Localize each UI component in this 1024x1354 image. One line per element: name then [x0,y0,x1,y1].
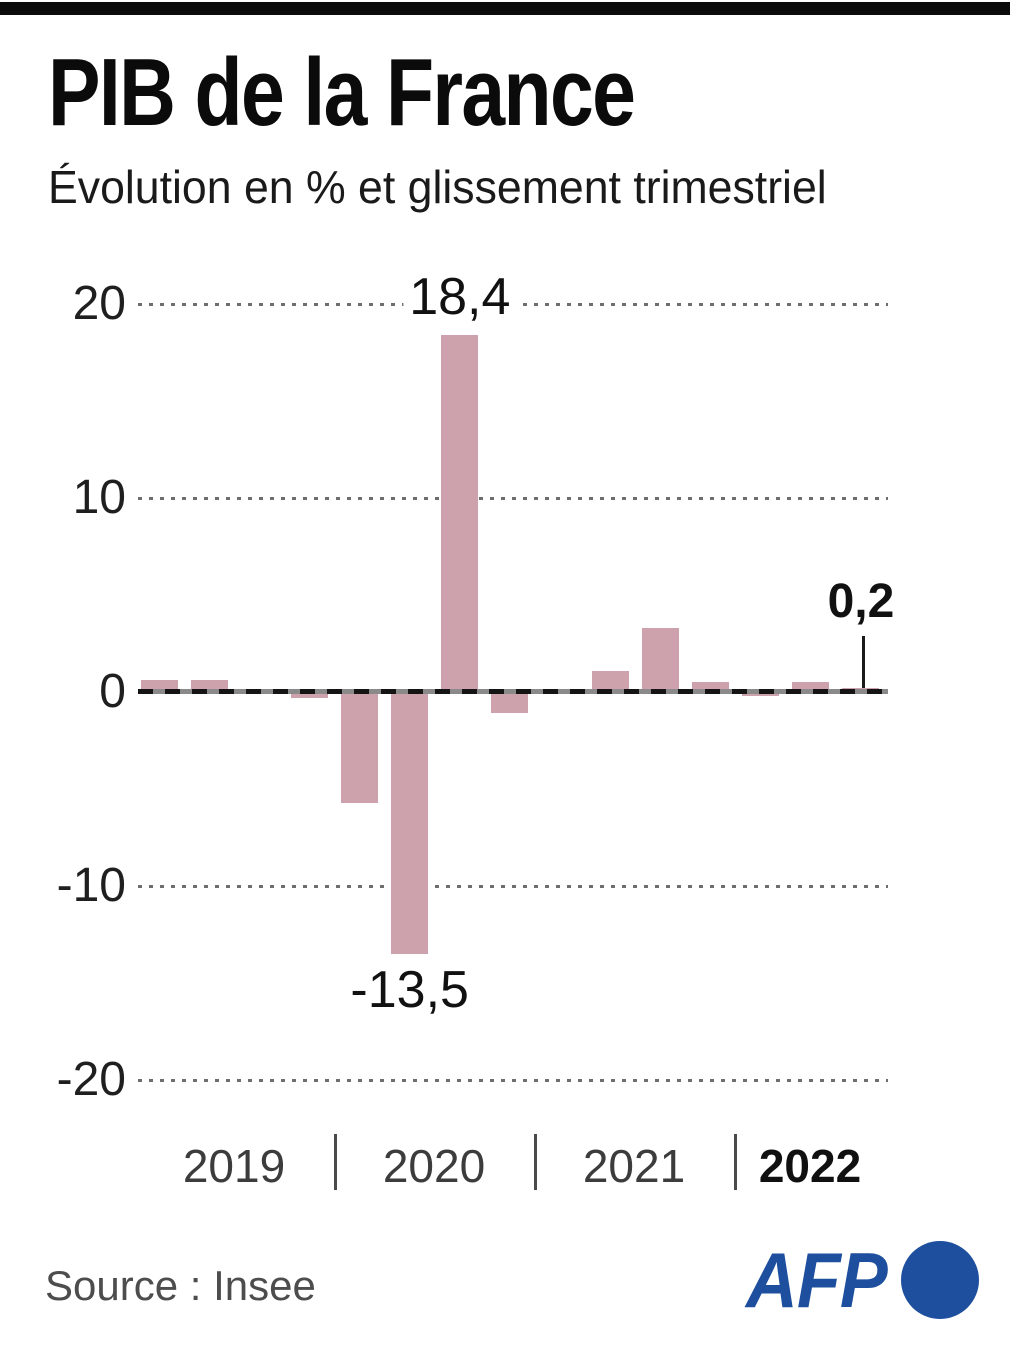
source-text: Source : Insee [45,1262,316,1309]
y-tick-label--10: -10 [56,859,126,912]
gridline--10 [138,885,888,888]
zero-axis-line [138,689,888,694]
y-tick-label--20: -20 [56,1053,126,1106]
x-year-label-2019: 2019 [182,1140,286,1192]
annotation-18,4: 18,4 [403,269,517,325]
bar-T2-2021 [592,670,629,692]
annotation-0,2: 0,2 [821,574,901,630]
top-rule [0,2,1010,15]
bar-T4-2020 [491,692,528,713]
page-title: PIB de la France [48,39,636,146]
y-tick-label-20: 20 [72,277,126,330]
bar-T4-2021 [692,682,729,693]
annotation--13,5: -13,5 [344,962,475,1018]
afp-circle-icon [901,1241,979,1319]
year-separator-2 [534,1134,537,1190]
gridline-10 [138,497,888,500]
bar-T2-2022 [792,682,829,693]
bar-T1-2022 [742,692,779,696]
bar-T4-2019 [291,692,328,698]
y-tick-label-0: 0 [99,665,126,718]
annotation-pointer-line [861,636,865,688]
year-separator-1 [334,1134,337,1190]
gridline--20 [138,1079,888,1082]
x-year-label-2021: 2021 [582,1140,686,1192]
bar-T1-2020 [341,692,378,803]
x-year-label-2020: 2020 [382,1140,486,1192]
bar-T3-2020 [441,335,478,693]
x-year-label-2022: 2022 [758,1140,862,1192]
chart-subtitle: Évolution en % et glissement trimestriel [48,161,827,213]
year-separator-3 [734,1134,737,1190]
bar-T3-2021 [642,627,679,692]
y-tick-label-10: 10 [72,471,126,524]
afp-logo: AFP [746,1240,979,1320]
afp-logo-text: AFP [746,1236,888,1324]
bar-T2-2020 [391,692,428,954]
